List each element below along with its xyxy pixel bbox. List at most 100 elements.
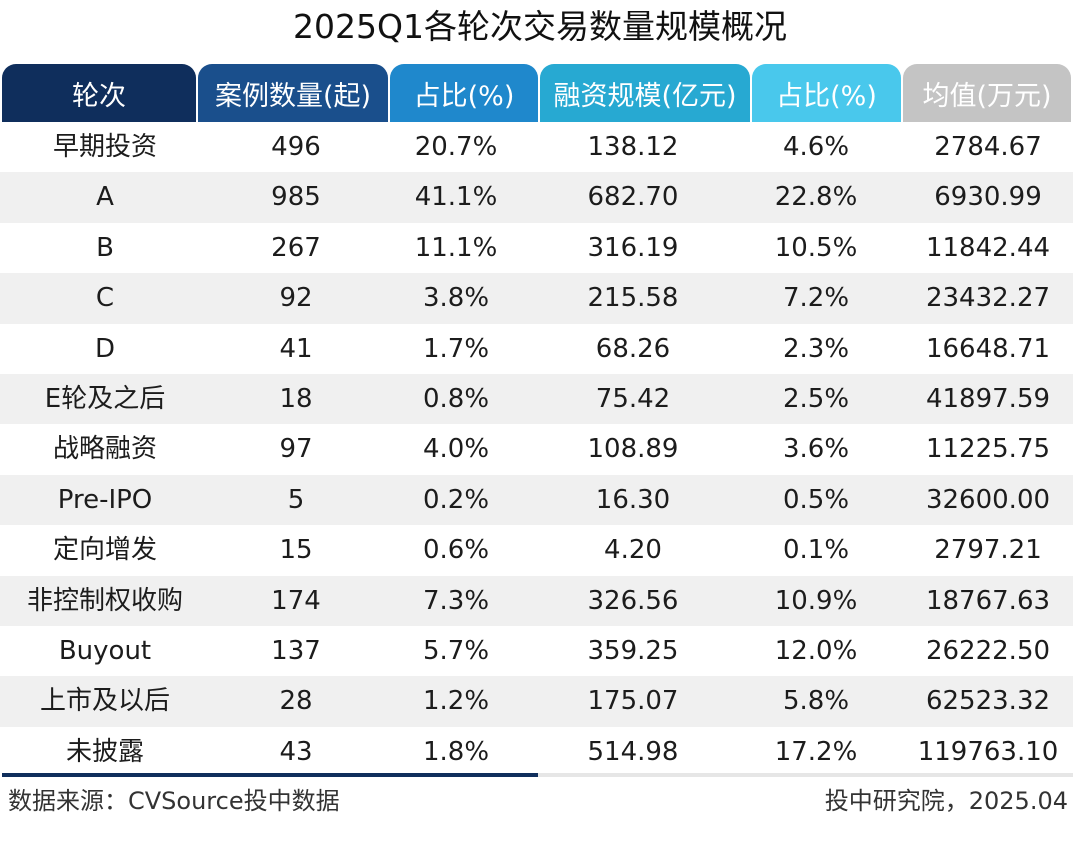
funding-amount-cell: 75.42 <box>595 383 671 414</box>
table-row: 定向增发 15 0.6% 4.20 0.1% 2797.21 <box>0 525 1073 575</box>
table-row: E轮及之后 18 0.8% 75.42 2.5% 41897.59 <box>0 373 1073 425</box>
round-cell: Buyout <box>58 635 152 666</box>
amount-share-cell: 17.2% <box>774 736 858 767</box>
deal-count-cell: 137 <box>271 635 321 666</box>
average-cell: 6930.99 <box>934 182 1042 213</box>
round-cell: 非控制权收购 <box>26 585 183 616</box>
table-row: A 985 41.1% 682.70 22.8% 6930.99 <box>0 172 1073 223</box>
funding-amount-cell: 4.20 <box>604 535 662 566</box>
round-cell: A <box>96 182 114 213</box>
count-share-cell: 0.8% <box>422 383 490 414</box>
deal-count-cell: 174 <box>271 585 321 616</box>
count-share-cell: 0.2% <box>422 484 490 515</box>
average-cell: 11225.75 <box>925 434 1051 465</box>
amount-share-cell: 2.5% <box>782 383 850 414</box>
table-row: Buyout 137 5.7% 359.25 12.0% 26222.50 <box>0 626 1073 676</box>
header-deal-count: 案例数量(起) <box>198 64 388 122</box>
table-row: C 92 3.8% 215.58 7.2% 23432.27 <box>0 273 1073 324</box>
deal-count-cell: 97 <box>279 434 313 465</box>
amount-share-cell: 10.5% <box>774 232 858 263</box>
count-share-cell: 4.0% <box>422 434 490 465</box>
deal-count-cell: 15 <box>279 535 313 566</box>
round-cell: E轮及之后 <box>44 383 166 414</box>
funding-amount-cell: 359.25 <box>587 635 679 666</box>
average-cell: 18767.63 <box>925 585 1051 616</box>
amount-share-cell: 5.8% <box>782 686 850 717</box>
deal-count-cell: 267 <box>271 232 321 263</box>
count-share-cell: 11.1% <box>414 232 498 263</box>
funding-amount-cell: 68.26 <box>595 333 671 364</box>
table-row: Pre-IPO 5 0.2% 16.30 0.5% 32600.00 <box>0 474 1073 526</box>
funding-amount-cell: 175.07 <box>587 686 679 717</box>
deal-count-cell: 92 <box>279 283 313 314</box>
count-share-cell: 1.2% <box>422 686 490 717</box>
count-share-cell: 5.7% <box>422 635 490 666</box>
average-cell: 119763.10 <box>917 736 1059 767</box>
average-cell: 11842.44 <box>925 232 1051 263</box>
round-cell: 上市及以后 <box>39 686 170 717</box>
footer-rule-light <box>538 773 1073 777</box>
funding-amount-cell: 326.56 <box>587 585 679 616</box>
round-cell: 早期投资 <box>52 132 157 162</box>
deal-count-cell: 5 <box>287 484 305 515</box>
average-cell: 32600.00 <box>925 484 1051 515</box>
publisher-credit: 投中研究院，2025.04 <box>824 787 1068 815</box>
round-cell: B <box>96 232 114 263</box>
amount-share-cell: 22.8% <box>774 182 858 213</box>
table-row: 上市及以后 28 1.2% 175.07 5.8% 62523.32 <box>0 676 1073 727</box>
round-cell: 战略融资 <box>52 434 157 465</box>
count-share-cell: 1.7% <box>422 333 490 364</box>
average-cell: 2784.67 <box>934 132 1042 162</box>
amount-share-cell: 4.6% <box>782 132 850 162</box>
deal-count-cell: 18 <box>279 383 313 414</box>
round-cell: 未披露 <box>65 736 144 767</box>
amount-share-cell: 0.1% <box>782 535 850 566</box>
average-cell: 41897.59 <box>925 383 1051 414</box>
amount-share-cell: 12.0% <box>774 635 858 666</box>
count-share-cell: 3.8% <box>422 283 490 314</box>
table-row: B 267 11.1% 316.19 10.5% 11842.44 <box>0 223 1073 273</box>
count-share-cell: 7.3% <box>422 585 490 616</box>
amount-share-cell: 3.6% <box>782 434 850 465</box>
deal-count-cell: 41 <box>279 333 313 364</box>
average-cell: 26222.50 <box>925 635 1051 666</box>
funding-amount-cell: 108.89 <box>587 434 679 465</box>
header-average: 均值(万元) <box>903 64 1071 122</box>
deal-count-cell: 43 <box>279 736 313 767</box>
count-share-cell: 20.7% <box>414 132 498 162</box>
count-share-cell: 0.6% <box>422 535 490 566</box>
round-cell: Pre-IPO <box>57 484 153 515</box>
deal-count-cell: 985 <box>271 182 321 213</box>
amount-share-cell: 10.9% <box>774 585 858 616</box>
funding-amount-cell: 215.58 <box>587 283 679 314</box>
chart-title: 2025Q1各轮次交易数量规模概况 <box>293 7 787 46</box>
count-share-cell: 41.1% <box>414 182 498 213</box>
funding-amount-cell: 682.70 <box>587 182 679 213</box>
amount-share-cell: 0.5% <box>782 484 850 515</box>
round-cell: D <box>94 333 116 364</box>
funding-amount-cell: 16.30 <box>595 484 671 515</box>
table-row: 未披露 43 1.8% 514.98 17.2% 119763.10 <box>0 727 1073 777</box>
table-row: 早期投资 496 20.7% 138.12 4.6% 2784.67 <box>0 122 1073 172</box>
amount-share-cell: 7.2% <box>782 283 850 314</box>
average-cell: 16648.71 <box>925 333 1051 364</box>
round-cell: C <box>95 283 115 314</box>
table-row: 战略融资 97 4.0% 108.89 3.6% 11225.75 <box>0 424 1073 474</box>
header-amount-share: 占比(%) <box>752 64 901 122</box>
average-cell: 62523.32 <box>925 686 1051 717</box>
table-body: 早期投资 496 20.7% 138.12 4.6% 2784.67 A 985 41.1% 68… <box>0 122 1073 777</box>
funding-amount-cell: 514.98 <box>587 736 679 767</box>
funding-amount-cell: 316.19 <box>587 232 679 263</box>
deal-count-cell: 28 <box>279 686 313 717</box>
footer-rule-dark <box>2 773 538 777</box>
header-count-share: 占比(%) <box>390 64 538 122</box>
header-round: 轮次 <box>2 64 196 122</box>
average-cell: 23432.27 <box>925 283 1051 314</box>
data-source-note: 数据来源：CVSource投中数据 <box>8 787 340 815</box>
table-header: 轮次 案例数量(起) 占比(%) 融资规模(亿元) 占比(%) 均值(万元) <box>0 64 1073 122</box>
table-row: 非控制权收购 174 7.3% 326.56 10.9% 18767.63 <box>0 575 1073 626</box>
table-row: D 41 1.7% 68.26 2.3% 16648.71 <box>0 324 1073 374</box>
header-funding-amount: 融资规模(亿元) <box>540 64 750 122</box>
average-cell: 2797.21 <box>934 535 1042 566</box>
deal-count-cell: 496 <box>271 132 321 162</box>
